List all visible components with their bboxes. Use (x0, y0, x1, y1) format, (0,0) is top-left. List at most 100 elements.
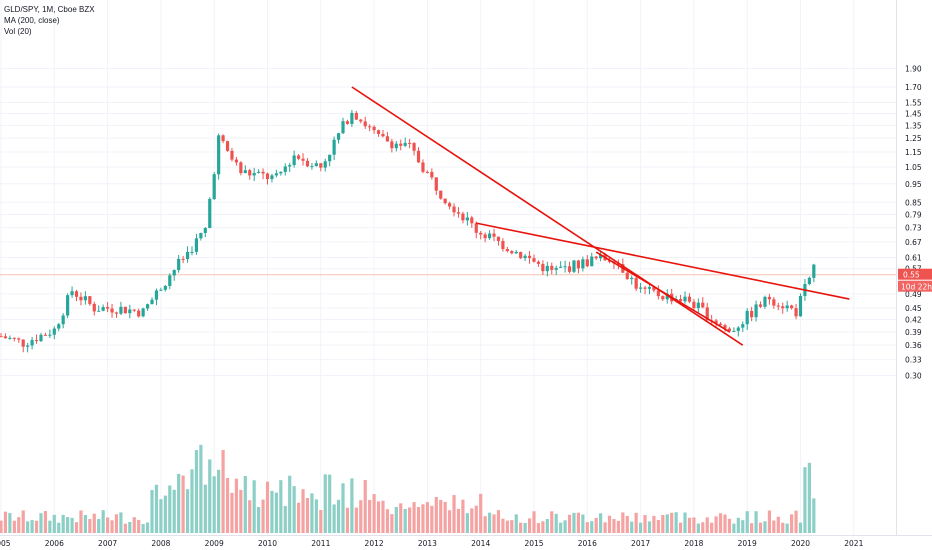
volume-bar (145, 522, 150, 533)
candle-body (194, 238, 199, 252)
candle-body (545, 265, 549, 272)
volume-bar (208, 459, 212, 533)
volume-bar (501, 518, 505, 533)
candle-body (683, 296, 687, 302)
volume-bar (17, 517, 21, 533)
candle-body (687, 296, 692, 302)
candle-body (92, 303, 96, 312)
candle-body (581, 259, 585, 269)
volume-bar (621, 512, 625, 533)
volume-bar (603, 522, 607, 533)
candle-body (74, 291, 79, 297)
volume-bar (443, 501, 447, 533)
volume-bar (576, 512, 581, 533)
candle-body (416, 150, 421, 163)
volume-bar (314, 499, 318, 533)
volume-bar (70, 517, 74, 533)
candle-body (461, 213, 465, 221)
candle-body (101, 307, 105, 311)
volume-bar (341, 483, 345, 533)
volume-bar (52, 514, 56, 533)
volume-bar (714, 516, 718, 533)
candle-body (430, 172, 434, 178)
symbol-title[interactable]: GLD/SPY, 1M, Cboe BZX (4, 5, 95, 14)
candle-body (559, 266, 563, 268)
candle-body (639, 287, 643, 289)
candle-body (185, 251, 190, 260)
volume-bar (585, 522, 589, 533)
volume-bar (519, 522, 523, 533)
volume-bar (0, 520, 3, 533)
ma-indicator-label[interactable]: MA (200, close) (4, 16, 60, 25)
volume-bar (647, 521, 652, 533)
volume-bar (678, 522, 683, 533)
volume-bar (736, 517, 740, 533)
candle-body (190, 251, 194, 253)
candle-body (572, 260, 576, 272)
volume-bar (154, 484, 159, 533)
candle-body (781, 306, 785, 309)
candle-body (496, 236, 501, 241)
candle-body (465, 217, 469, 221)
volume-bar (523, 522, 527, 533)
candle-body (625, 272, 629, 280)
volume-bar (261, 499, 265, 533)
volume-bar (550, 511, 554, 533)
trendline (351, 86, 744, 346)
volume-bar (563, 520, 567, 533)
candle-body (283, 166, 287, 172)
volume-bar (807, 462, 811, 533)
candle-body (137, 310, 141, 317)
candle-body (159, 289, 163, 291)
volume-bar (554, 513, 558, 533)
volume-bar (34, 520, 39, 533)
candle-body (368, 126, 372, 128)
candle-body (754, 304, 758, 318)
candle-body (234, 159, 239, 163)
volume-bar (66, 517, 70, 533)
volume-bar (101, 510, 105, 533)
y-tick-label: 1.35 (905, 121, 922, 130)
candle-body (279, 171, 283, 174)
volume-bar (190, 469, 194, 533)
candle-body (359, 119, 363, 122)
volume-bar (581, 514, 585, 533)
candle-body (643, 287, 647, 289)
candle-body (217, 135, 221, 175)
time-axis[interactable]: 2005 2006 2007 2008 2009 2010 2011 2012 2013 2014… (0, 539, 864, 548)
volume-bar (199, 444, 203, 533)
candle-body (141, 308, 145, 317)
volume-bar (21, 510, 25, 533)
candle-body (705, 307, 709, 321)
candle-body (750, 310, 754, 318)
candle-body (479, 232, 483, 235)
candle-body (150, 299, 154, 305)
volume-bar (510, 520, 514, 533)
volume-bar (727, 518, 732, 533)
volume-bar (505, 520, 509, 533)
volume-bar (305, 497, 310, 533)
volume-bar (381, 500, 385, 533)
candle-body (372, 126, 376, 131)
candle-body (66, 295, 70, 316)
candle-body (470, 217, 474, 224)
price-axis[interactable]: 1.90 1.70 1.55 1.45 1.35 1.25 1.15 1.05 0.95 0.85… (905, 64, 922, 380)
x-tick-label: 2006 (45, 539, 64, 548)
x-tick-label: 2013 (418, 539, 437, 548)
volume-bar (514, 514, 518, 533)
candle-body (772, 299, 776, 306)
volume-bar (234, 478, 239, 533)
volume-bar (385, 509, 390, 533)
volume-bar (336, 499, 341, 533)
candle-body (807, 277, 811, 284)
volume-bar (394, 506, 398, 533)
candle-body (212, 174, 216, 199)
volume-bar (723, 514, 727, 533)
volume-indicator-label[interactable]: Vol (20) (4, 27, 32, 36)
candle-body (248, 170, 252, 176)
volume-bar (652, 515, 656, 533)
volume-bar (243, 475, 247, 533)
x-tick-label: 2012 (365, 539, 384, 548)
volume-bar (527, 518, 532, 533)
